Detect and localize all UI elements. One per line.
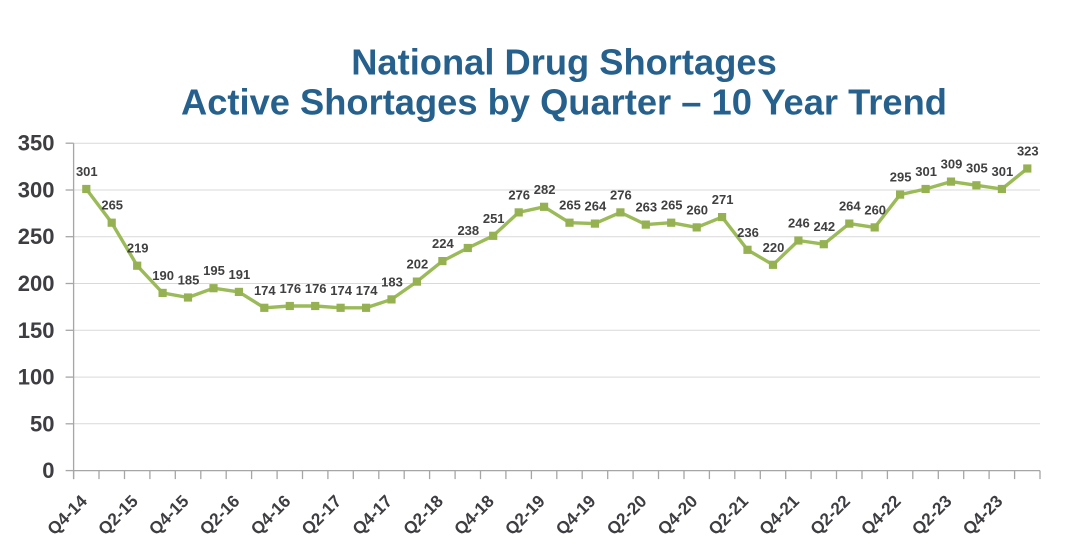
svg-text:220: 220	[763, 240, 785, 255]
svg-text:Active Shortages by Quarter –: Active Shortages by Quarter – 10 Year Tr…	[181, 82, 947, 123]
svg-text:50: 50	[30, 411, 54, 436]
svg-text:176: 176	[279, 281, 301, 296]
svg-text:264: 264	[839, 199, 861, 214]
svg-text:238: 238	[457, 223, 479, 238]
svg-text:265: 265	[661, 198, 683, 213]
svg-text:300: 300	[18, 178, 55, 203]
svg-text:236: 236	[737, 225, 759, 240]
svg-text:202: 202	[407, 257, 429, 272]
svg-text:176: 176	[305, 281, 327, 296]
svg-text:323: 323	[1017, 144, 1039, 159]
svg-text:200: 200	[18, 271, 55, 296]
svg-text:264: 264	[585, 199, 607, 214]
svg-text:183: 183	[381, 274, 403, 289]
svg-text:265: 265	[101, 198, 123, 213]
svg-text:National Drug Shortages: National Drug Shortages	[351, 42, 777, 83]
svg-text:301: 301	[915, 164, 937, 179]
svg-text:185: 185	[178, 273, 200, 288]
svg-text:242: 242	[813, 219, 835, 234]
svg-text:150: 150	[18, 318, 55, 343]
svg-text:350: 350	[18, 131, 55, 156]
svg-text:219: 219	[127, 241, 149, 256]
svg-text:271: 271	[712, 192, 734, 207]
svg-text:246: 246	[788, 216, 810, 231]
svg-text:191: 191	[229, 267, 251, 282]
svg-text:265: 265	[559, 198, 581, 213]
svg-text:260: 260	[864, 202, 886, 217]
svg-text:100: 100	[18, 365, 55, 390]
svg-text:301: 301	[76, 164, 98, 179]
svg-text:260: 260	[686, 202, 708, 217]
svg-text:251: 251	[483, 211, 505, 226]
svg-text:224: 224	[432, 236, 454, 251]
svg-text:174: 174	[254, 283, 276, 298]
svg-text:305: 305	[966, 160, 988, 175]
svg-text:309: 309	[941, 157, 963, 172]
svg-text:282: 282	[534, 182, 556, 197]
svg-text:174: 174	[356, 283, 378, 298]
svg-text:295: 295	[890, 170, 912, 185]
svg-text:190: 190	[152, 268, 174, 283]
svg-text:276: 276	[508, 187, 530, 202]
svg-text:276: 276	[610, 187, 632, 202]
svg-text:250: 250	[18, 224, 55, 249]
svg-text:0: 0	[42, 458, 54, 483]
svg-text:263: 263	[635, 200, 657, 215]
svg-text:174: 174	[330, 283, 352, 298]
svg-text:195: 195	[203, 263, 225, 278]
svg-text:301: 301	[992, 164, 1014, 179]
